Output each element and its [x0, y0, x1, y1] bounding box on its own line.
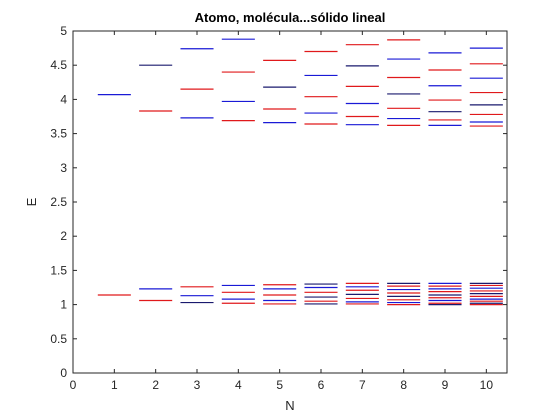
- x-tick-label: 1: [111, 378, 118, 392]
- x-tick-label: 9: [442, 378, 449, 392]
- x-tick-label: 3: [194, 378, 201, 392]
- y-tick-label: 5: [60, 24, 67, 38]
- x-tick-label: 2: [152, 378, 159, 392]
- y-axis-label: E: [24, 197, 39, 206]
- x-tick-label: 6: [318, 378, 325, 392]
- plot-area: 0 1 2 3 4 5 6 7 8 9 10 0 0.5 1 1.5 2 2.5 3 3.5 4 4.5 5: [50, 24, 508, 392]
- y-tick-label: 4.5: [50, 58, 67, 72]
- axes-box: [72, 30, 508, 374]
- y-tick-label: 0: [60, 366, 67, 380]
- energy-levels: [97, 38, 503, 306]
- x-tick-label: 5: [276, 378, 283, 392]
- y-tick-label: 4: [60, 92, 67, 106]
- y-tick-label: 1: [60, 298, 67, 312]
- y-tick-label: 2: [60, 229, 67, 243]
- y-tick-label: 1.5: [50, 263, 67, 277]
- x-tick-label: 7: [359, 378, 366, 392]
- x-tick-label: 8: [400, 378, 407, 392]
- x-tick-label: 4: [235, 378, 242, 392]
- x-tick-label: 0: [70, 378, 77, 392]
- chart-title: Atomo, molécula...sólido lineal: [195, 10, 386, 25]
- x-tick-label: 10: [480, 378, 494, 392]
- x-axis-label: N: [285, 398, 294, 413]
- y-tick-label: 3: [60, 161, 67, 175]
- y-tick-label: 3.5: [50, 127, 67, 141]
- y-tick-label: 0.5: [50, 332, 67, 346]
- y-tick-label: 2.5: [50, 195, 67, 209]
- x-axis-ticks: 0 1 2 3 4 5 6 7 8 9 10: [70, 31, 494, 392]
- y-axis-ticks: 0 0.5 1 1.5 2 2.5 3 3.5 4 4.5 5: [50, 24, 507, 380]
